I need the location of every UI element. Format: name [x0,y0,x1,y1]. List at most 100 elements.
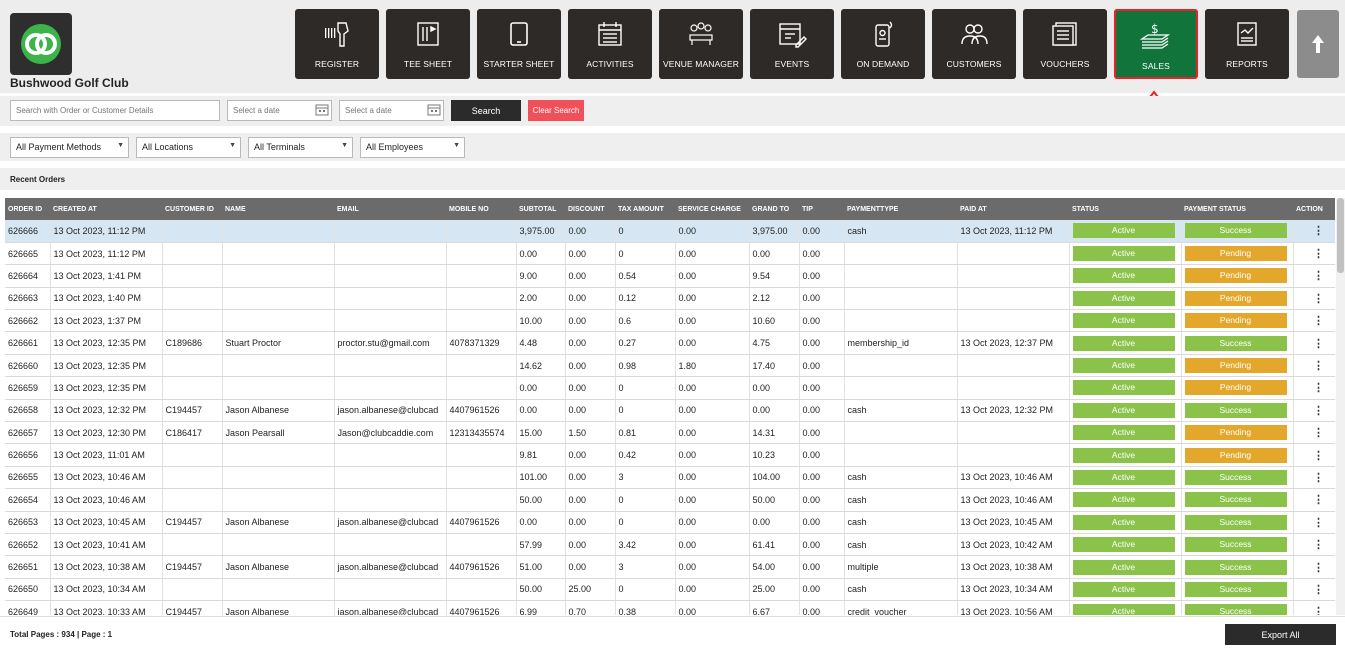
nav-events[interactable]: EVENTS [750,9,834,79]
calendar-icon[interactable] [315,103,329,116]
table-row[interactable]: 626666 13 Oct 2023, 11:12 PM 3,975.00 0.00 0… [5,220,1335,243]
kebab-menu-icon[interactable]: ⋮ [1313,337,1324,350]
payment-methods-select[interactable]: All Payment Methods ▼ [10,137,129,158]
table-row[interactable]: 626665 13 Oct 2023, 11:12 PM 0.00 0.00 0 0.00… [5,242,1335,266]
column-header[interactable]: TIP [799,198,844,220]
status-badge: Active [1072,358,1175,374]
kebab-menu-icon[interactable]: ⋮ [1313,360,1324,373]
table-row[interactable]: 626659 13 Oct 2023, 12:35 PM 0.00 0.00 0 0.00… [5,376,1335,400]
column-header[interactable]: SUBTOTAL [516,198,565,220]
table-cell: 4407961526 [446,600,517,615]
column-header[interactable]: DISCOUNT [565,198,615,220]
nav-tee-sheet[interactable]: TEE SHEET [386,9,470,79]
terminals-select[interactable]: All Terminals ▼ [248,137,353,158]
table-row[interactable]: 626650 13 Oct 2023, 10:34 AM 50.00 25.00 0 0.… [5,578,1335,602]
column-header[interactable]: GRAND TO [749,198,799,220]
nav-activities[interactable]: ACTIVITIES [568,9,652,79]
kebab-menu-icon[interactable]: ⋮ [1313,583,1324,596]
nav-vouchers[interactable]: VOUCHERS [1023,9,1107,79]
table-row[interactable]: 626655 13 Oct 2023, 10:46 AM 101.00 0.00 3 0.… [5,466,1335,490]
kebab-menu-icon[interactable]: ⋮ [1313,516,1324,529]
table-cell: 626662 [5,309,51,333]
column-header[interactable]: SERVICE CHARGE [675,198,749,220]
table-cell: 0.6 [615,309,676,333]
column-header[interactable]: PAYMENT STATUS [1181,198,1293,220]
table-cell: Stuart Proctor [222,331,335,355]
export-all-button[interactable]: Export All [1225,624,1336,645]
table-cell: 0.00 [799,421,845,445]
kebab-menu-icon[interactable]: ⋮ [1313,248,1324,261]
table-cell: 0 [615,488,676,512]
kebab-menu-icon[interactable]: ⋮ [1313,449,1324,462]
search-button[interactable]: Search [451,100,521,121]
kebab-menu-icon[interactable]: ⋮ [1313,404,1324,417]
table-row[interactable]: 626658 13 Oct 2023, 12:32 PM C194457 Jason … [5,399,1335,423]
clear-search-button[interactable]: Clear Search [528,100,584,121]
table-cell: 25.00 [565,578,616,602]
terminals-value: All Terminals [254,142,305,152]
nav-reports[interactable]: REPORTS [1205,9,1289,79]
table-row[interactable]: 626662 13 Oct 2023, 1:37 PM 10.00 0.00 0.6 0.… [5,309,1335,333]
column-header[interactable]: EMAIL [334,198,446,220]
kebab-menu-icon[interactable]: ⋮ [1313,561,1324,574]
kebab-menu-icon[interactable]: ⋮ [1313,225,1324,238]
kebab-menu-icon[interactable]: ⋮ [1313,471,1324,484]
column-header[interactable]: STATUS [1069,198,1181,220]
end-date-picker[interactable] [339,100,444,121]
scroll-top-button[interactable] [1297,10,1339,78]
column-header[interactable]: TAX AMOUNT [615,198,675,220]
table-row[interactable]: 626649 13 Oct 2023, 10:33 AM C194457 Jason … [5,600,1335,615]
table-cell [844,242,958,266]
column-header[interactable]: CUSTOMER ID [162,198,222,220]
kebab-menu-icon[interactable]: ⋮ [1313,494,1324,507]
column-header[interactable]: PAYMENTTYPE [844,198,957,220]
table-row[interactable]: 626652 13 Oct 2023, 10:41 AM 57.99 0.00 3.42… [5,533,1335,557]
kebab-menu-icon[interactable]: ⋮ [1313,315,1324,328]
table-row[interactable]: 626653 13 Oct 2023, 10:45 AM C194457 Jason … [5,511,1335,534]
column-header[interactable]: NAME [222,198,334,220]
nav-starter-sheet[interactable]: STARTER SHEET [477,9,561,79]
table-row[interactable]: 626663 13 Oct 2023, 1:40 PM 2.00 0.00 0.12 0.… [5,287,1335,311]
table-cell: 13 Oct 2023, 1:40 PM [50,287,163,311]
nav-on-demand[interactable]: ON DEMAND [841,9,925,79]
table-scrollbar[interactable] [1336,198,1345,615]
nav-register[interactable]: REGISTER [295,9,379,79]
kebab-menu-icon[interactable]: ⋮ [1313,539,1324,552]
column-header[interactable]: CREATED AT [50,198,162,220]
table-row[interactable]: 626654 13 Oct 2023, 10:46 AM 50.00 0.00 0 0.0… [5,488,1335,512]
nav-sales[interactable]: $ SALES [1114,9,1198,79]
table-cell: 3,975.00 [516,220,566,243]
table-row[interactable]: 626657 13 Oct 2023, 12:30 PM C186417 Jason … [5,421,1335,445]
nav-venue-manager[interactable]: VENUE MANAGER [659,9,743,79]
table-row[interactable]: 626656 13 Oct 2023, 11:01 AM 9.81 0.00 0.42 0… [5,443,1335,467]
table-cell [446,466,517,490]
kebab-menu-icon[interactable]: ⋮ [1313,270,1324,283]
column-header[interactable]: MOBILE NO [446,198,516,220]
kebab-menu-icon[interactable]: ⋮ [1313,382,1324,395]
column-header[interactable]: ACTION [1293,198,1335,220]
table-row[interactable]: 626660 13 Oct 2023, 12:35 PM 14.62 0.00 0.98… [5,354,1335,378]
table-cell: 4078371329 [446,331,517,355]
club-logo[interactable] [10,13,72,75]
table-cell: 0.00 [799,443,845,467]
table-row[interactable]: 626661 13 Oct 2023, 12:35 PM C189686 Stuart… [5,331,1335,355]
table-row[interactable]: 626664 13 Oct 2023, 1:41 PM 9.00 0.00 0.54 0.… [5,264,1335,288]
kebab-menu-icon[interactable]: ⋮ [1313,606,1324,615]
table-cell: 0.00 [675,264,750,288]
kebab-menu-icon[interactable]: ⋮ [1313,427,1324,440]
column-header[interactable]: PAID AT [957,198,1069,220]
payment-status-cell: Success [1181,600,1294,615]
scrollbar-thumb[interactable] [1337,198,1344,273]
nav-customers[interactable]: CUSTOMERS [932,9,1016,79]
search-input[interactable] [10,100,220,121]
row-actions-cell: ⋮ [1293,309,1335,333]
start-date-input[interactable] [227,100,332,121]
employees-select[interactable]: All Employees ▼ [360,137,465,158]
locations-select[interactable]: All Locations ▼ [136,137,241,158]
end-date-input[interactable] [339,100,444,121]
kebab-menu-icon[interactable]: ⋮ [1313,292,1324,305]
column-header[interactable]: ORDER ID [5,198,50,220]
start-date-picker[interactable] [227,100,332,121]
table-row[interactable]: 626651 13 Oct 2023, 10:38 AM C194457 Jason … [5,555,1335,579]
calendar-icon[interactable] [427,103,441,116]
